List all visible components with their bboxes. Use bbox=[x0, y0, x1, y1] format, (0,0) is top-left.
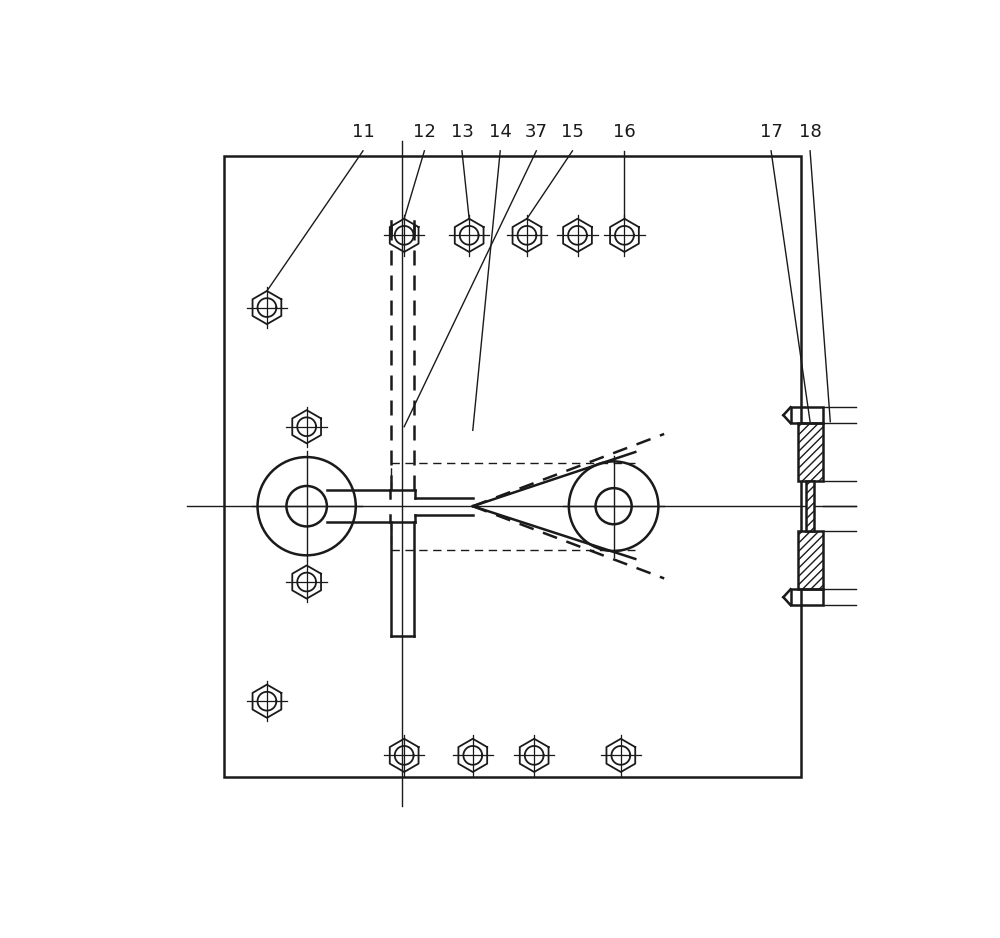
Text: 18: 18 bbox=[799, 124, 821, 142]
Text: 13: 13 bbox=[451, 124, 473, 142]
Bar bbox=[798, 532, 823, 589]
Text: 14: 14 bbox=[489, 124, 512, 142]
Text: 17: 17 bbox=[760, 124, 783, 142]
Bar bbox=[806, 481, 814, 532]
Text: 16: 16 bbox=[613, 124, 636, 142]
Text: 12: 12 bbox=[413, 124, 436, 142]
Text: 11: 11 bbox=[352, 124, 374, 142]
Bar bbox=[224, 156, 801, 777]
Text: 37: 37 bbox=[525, 124, 548, 142]
Text: 15: 15 bbox=[561, 124, 584, 142]
Bar bbox=[798, 423, 823, 481]
